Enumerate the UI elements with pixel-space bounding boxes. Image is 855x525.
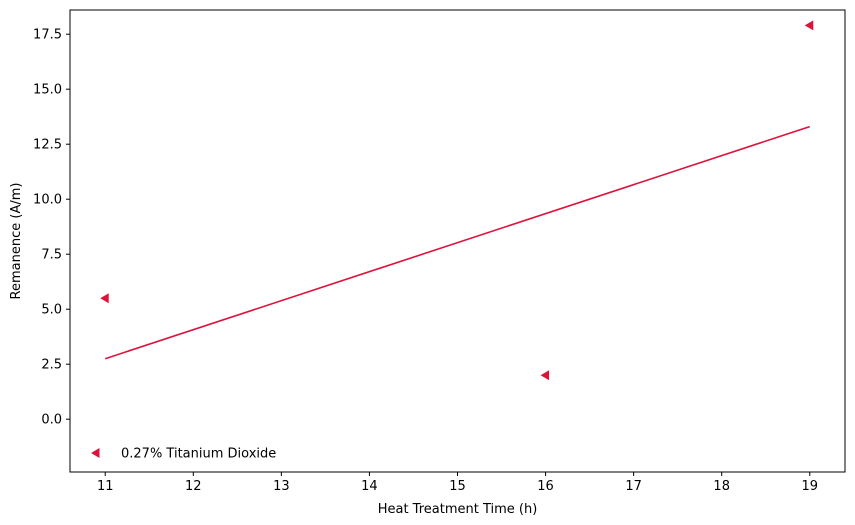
x-tick-label: 15 [449,479,466,494]
x-tick-label: 11 [97,479,114,494]
data-point [540,370,550,381]
y-tick-label: 7.5 [41,248,62,263]
x-tick-label: 14 [361,479,378,494]
x-axis-label: Heat Treatment Time (h) [378,502,538,517]
y-tick-label: 0.0 [41,413,62,428]
x-tick-label: 19 [801,479,818,494]
legend-marker [91,448,100,458]
y-tick-label: 2.5 [41,358,62,373]
x-tick-label: 16 [537,479,554,494]
trend-line [104,125,811,360]
y-tick-label: 10.0 [33,193,62,208]
y-axis-label: Remanence (A/m) [9,183,24,300]
x-tick-label: 18 [713,479,730,494]
plot-area [100,20,814,381]
legend-label: 0.27% Titanium Dioxide [121,447,276,462]
y-tick-label: 17.5 [33,28,62,43]
x-tick-label: 12 [185,479,202,494]
y-tick-label: 5.0 [41,303,62,318]
y-tick-label: 15.0 [33,83,62,98]
x-tick-label: 17 [625,479,642,494]
data-point [100,293,109,304]
x-tick-label: 13 [273,479,290,494]
legend: 0.27% Titanium Dioxide [91,447,276,462]
y-tick-label: 12.5 [33,138,62,153]
data-point [804,20,814,31]
axes: 11 12 13 14 15 16 17 18 19 0.0 2.5 5.0 7.5 10.0 12.5 15… [33,9,846,494]
